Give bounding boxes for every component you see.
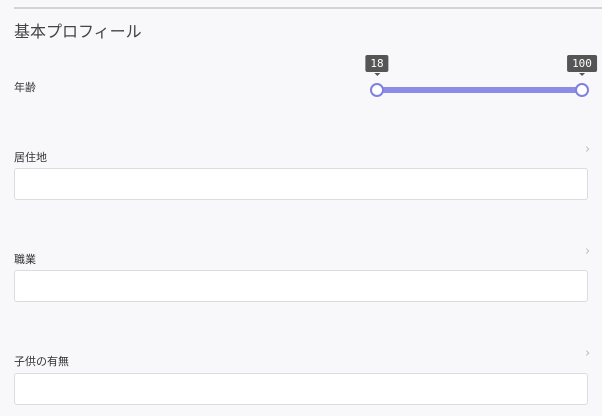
section-title: 基本プロフィール — [14, 22, 142, 41]
divider — [14, 7, 602, 9]
residence-input[interactable] — [14, 168, 588, 200]
children-label: 子供の有無 — [14, 355, 69, 368]
children-input[interactable] — [14, 373, 588, 405]
chevron-right-icon[interactable]: › — [585, 142, 591, 157]
slider-track — [377, 87, 582, 93]
slider-min-tooltip: 18 — [365, 55, 389, 76]
chevron-right-icon[interactable]: › — [585, 346, 591, 361]
chevron-right-icon[interactable]: › — [585, 244, 591, 259]
age-label: 年齢 — [14, 81, 36, 94]
slider-min-handle[interactable] — [370, 83, 384, 97]
residence-label: 居住地 — [14, 151, 47, 164]
slider-max-tooltip: 100 — [567, 55, 597, 76]
age-range-slider[interactable]: 18 100 — [365, 55, 597, 97]
occupation-input[interactable] — [14, 270, 588, 302]
occupation-label: 職業 — [14, 253, 36, 266]
slider-max-handle[interactable] — [575, 83, 589, 97]
